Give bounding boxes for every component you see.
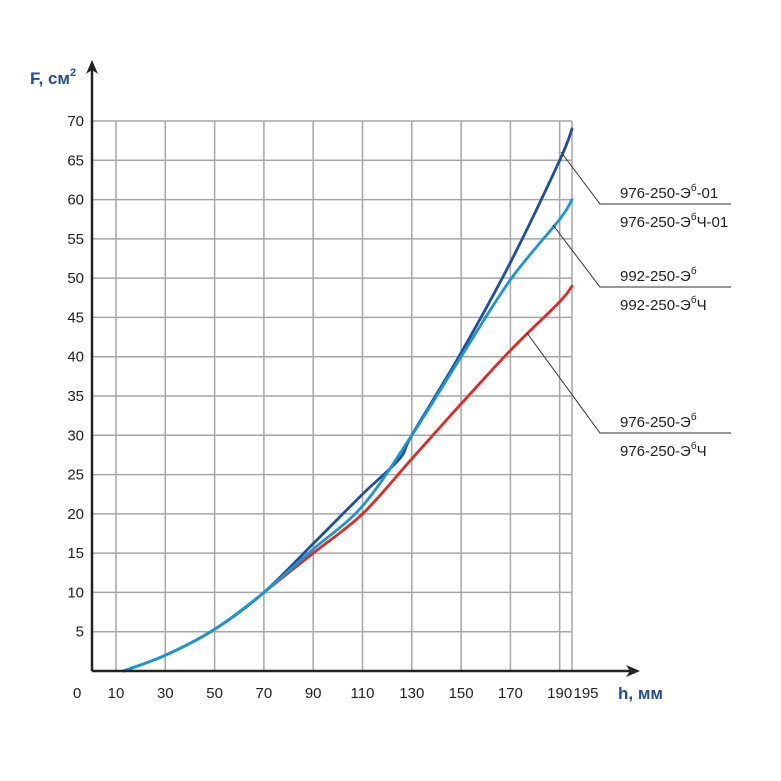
y-axis-label: F, см2	[30, 67, 76, 88]
tick-labels: 5 10 15 20 25 30 35 40 45 50 55 60 65 70 10 30 50 70 90 110…	[67, 113, 598, 702]
y-tick-label: 55	[67, 231, 84, 248]
x-tick-label: 110	[351, 685, 375, 702]
legend-label: 976-250-ЭбЧ-01	[620, 211, 728, 231]
legend-label: 992-250-Эб	[620, 265, 697, 285]
x-tick-label: 10	[108, 685, 125, 702]
x-tick-label: 190	[547, 685, 572, 702]
series-line-2	[121, 198, 574, 673]
y-tick-label: 30	[67, 427, 84, 444]
x-tick-label: 150	[449, 685, 474, 702]
y-tick-label: 60	[67, 192, 84, 209]
y-tick-label: 10	[67, 584, 84, 601]
x-tick-label: 50	[206, 685, 223, 702]
legend: 976-250-Эб-01 976-250-ЭбЧ-01 992-250-Эб 992…	[526, 151, 731, 460]
x-tick-label: 170	[498, 685, 523, 702]
y-tick-label: 35	[67, 388, 84, 405]
y-tick-label: 40	[67, 349, 84, 366]
legend-leader-line	[552, 224, 731, 288]
y-tick-label: 50	[67, 270, 84, 287]
x-tick-label: 70	[256, 685, 273, 702]
legend-label: 976-250-Эб	[620, 411, 697, 431]
y-tick-label: 15	[67, 545, 84, 562]
origin-label: 0	[73, 685, 81, 702]
legend-label: 976-250-ЭбЧ	[620, 440, 707, 460]
x-tick-label: 30	[157, 685, 174, 702]
y-tick-label: 5	[76, 624, 84, 641]
legend-leader-line	[560, 151, 731, 205]
y-tick-label: 65	[67, 152, 84, 169]
y-axis-arrow	[86, 60, 98, 74]
series-lines	[121, 127, 574, 673]
grid	[92, 120, 573, 671]
y-tick-label: 45	[67, 309, 84, 326]
series-line-3	[262, 284, 574, 594]
y-tick-label: 20	[67, 506, 84, 523]
x-tick-label: 195	[574, 685, 599, 702]
legend-label: 992-250-ЭбЧ	[620, 294, 707, 314]
legend-label: 976-250-Эб-01	[620, 182, 718, 202]
y-tick-label: 70	[67, 113, 84, 130]
series-line-1	[121, 127, 574, 673]
axes	[86, 60, 640, 677]
x-tick-label: 90	[305, 685, 322, 702]
legend-leader-line	[526, 332, 731, 434]
y-tick-label: 25	[67, 467, 84, 484]
x-axis-arrow	[626, 665, 640, 677]
x-tick-label: 130	[399, 685, 424, 702]
x-axis-label: h, мм	[618, 684, 663, 703]
